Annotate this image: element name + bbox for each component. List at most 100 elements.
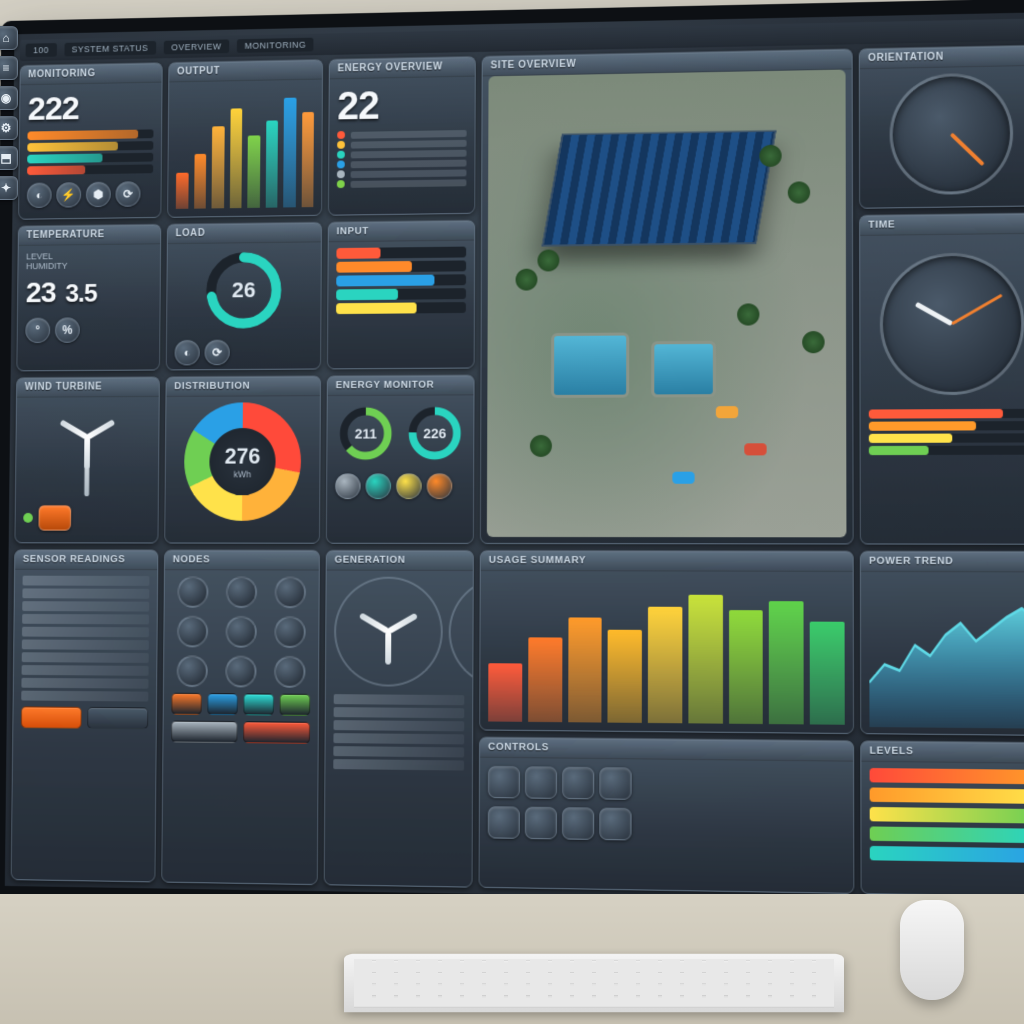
- e3-icon-button[interactable]: [427, 473, 453, 499]
- node-dial[interactable]: [274, 616, 306, 648]
- table-row[interactable]: [22, 639, 149, 650]
- table-row[interactable]: [22, 652, 149, 663]
- progress-bar: [336, 260, 466, 272]
- table-row[interactable]: [334, 707, 465, 718]
- panel-generation-turbines[interactable]: GENERATION: [324, 550, 474, 888]
- panel-nodes[interactable]: NODES: [161, 549, 320, 885]
- panel-wind-turbine[interactable]: WIND TURBINE: [14, 376, 159, 543]
- panel-levels[interactable]: LEVELS: [860, 740, 1024, 897]
- control-button[interactable]: [488, 806, 520, 839]
- table-row[interactable]: [333, 759, 464, 770]
- wind-button[interactable]: [38, 505, 71, 531]
- topbar-tab-overview[interactable]: OVERVIEW: [163, 39, 229, 54]
- kpi-icon-button[interactable]: ◐: [27, 182, 52, 208]
- panel-energy-monitor[interactable]: ENERGY MONITOR 211 226: [326, 374, 475, 543]
- list-item[interactable]: [351, 129, 467, 138]
- node-dial[interactable]: [226, 576, 257, 608]
- action-button[interactable]: [21, 706, 82, 728]
- panel-site-view[interactable]: SITE OVERVIEW: [480, 48, 854, 544]
- panel-main-kpi[interactable]: MONITORING 222 ◐⚡⬢⟳: [18, 62, 163, 220]
- topbar-tab-monitoring[interactable]: MONITORING: [237, 38, 314, 53]
- panel-input-bars[interactable]: INPUT: [327, 220, 475, 370]
- gauge-button[interactable]: ⟳: [204, 340, 229, 366]
- e3-icon-button[interactable]: [335, 473, 361, 499]
- panel-title: LEVELS: [861, 741, 1024, 763]
- palette-button[interactable]: [207, 693, 237, 715]
- turbine-dial[interactable]: [448, 577, 473, 688]
- control-button[interactable]: [525, 766, 557, 799]
- panel-sensor-readings[interactable]: SENSOR READINGS: [11, 549, 159, 882]
- control-button[interactable]: [599, 808, 631, 841]
- control-button[interactable]: [525, 807, 557, 840]
- node-dial[interactable]: [177, 576, 208, 608]
- e3-icon-button[interactable]: [365, 473, 391, 499]
- table-row[interactable]: [22, 627, 149, 638]
- panel-clock[interactable]: TIME: [859, 212, 1024, 544]
- node-dial[interactable]: [177, 655, 208, 687]
- table-row[interactable]: [333, 746, 464, 757]
- palette-button[interactable]: [280, 694, 311, 716]
- node-dial[interactable]: [275, 576, 307, 608]
- panel-compass[interactable]: ORIENTATION: [859, 45, 1024, 209]
- list-item[interactable]: [351, 159, 467, 168]
- clock-dial: [880, 252, 1024, 395]
- site-3d-view[interactable]: [487, 70, 847, 538]
- node-dial[interactable]: [177, 616, 208, 648]
- panel-title: OUTPUT: [169, 60, 322, 82]
- palette-button[interactable]: [243, 721, 310, 744]
- table-row[interactable]: [23, 576, 150, 586]
- turbine-dial[interactable]: [334, 577, 443, 687]
- temp-icon-button[interactable]: °: [25, 318, 50, 344]
- list-item[interactable]: [351, 169, 467, 178]
- table-row[interactable]: [333, 733, 464, 744]
- side-icon-button[interactable]: ≡: [0, 56, 18, 80]
- side-icon-button[interactable]: ◉: [0, 86, 18, 110]
- tree-icon: [759, 145, 781, 167]
- panel-power-trend[interactable]: POWER TREND: [860, 551, 1024, 736]
- table-row[interactable]: [22, 588, 149, 598]
- table-row[interactable]: [334, 720, 465, 731]
- panel-distribution-donut[interactable]: DISTRIBUTION 276 kWh: [164, 375, 321, 543]
- control-button[interactable]: [562, 807, 594, 840]
- panel-load-gauge[interactable]: LOAD 26 ◐ ⟳: [166, 222, 322, 371]
- bar: [176, 172, 188, 208]
- palette-button[interactable]: [171, 721, 237, 744]
- table-row[interactable]: [21, 678, 148, 689]
- temp-icon-button[interactable]: %: [55, 317, 80, 343]
- kpi-icon-button[interactable]: ⟳: [115, 181, 140, 207]
- panel-output-bars[interactable]: OUTPUT: [167, 59, 323, 218]
- table-row[interactable]: [22, 665, 149, 676]
- palette-button[interactable]: [243, 693, 273, 715]
- side-icon-button[interactable]: ⬒: [0, 146, 18, 170]
- list-item[interactable]: [351, 179, 467, 188]
- table-row[interactable]: [22, 614, 149, 624]
- node-dial[interactable]: [274, 656, 306, 688]
- panel-usage-barchart[interactable]: USAGE SUMMARY: [479, 550, 854, 734]
- tree-icon: [737, 303, 759, 325]
- side-icon-button[interactable]: ✦: [0, 176, 18, 200]
- panel-controls[interactable]: CONTROLS: [479, 737, 855, 894]
- control-button[interactable]: [562, 767, 594, 800]
- table-row[interactable]: [21, 691, 148, 702]
- panel-energy-overview[interactable]: ENERGY OVERVIEW 22: [328, 56, 476, 216]
- palette-button[interactable]: [171, 693, 201, 715]
- side-icon-button[interactable]: ⌂: [0, 26, 18, 50]
- control-button[interactable]: [599, 767, 631, 800]
- panel-temperature[interactable]: TEMPERATURE LEVEL HUMIDITY 23 3.5 ° %: [16, 224, 161, 372]
- side-icon-button[interactable]: ⚙: [0, 116, 18, 140]
- action-button[interactable]: [87, 707, 148, 729]
- control-button[interactable]: [488, 766, 520, 799]
- list-item[interactable]: [351, 139, 467, 148]
- table-row[interactable]: [22, 601, 149, 611]
- gauge-button[interactable]: ◐: [174, 340, 199, 366]
- bar: [729, 610, 763, 724]
- table-row[interactable]: [334, 694, 465, 705]
- node-dial[interactable]: [225, 616, 256, 648]
- node-dial[interactable]: [225, 656, 256, 688]
- list-item[interactable]: [351, 149, 467, 158]
- vehicle-icon: [716, 406, 738, 418]
- e3-icon-button[interactable]: [396, 473, 422, 499]
- kpi-icon-button[interactable]: ⚡: [56, 182, 81, 208]
- kpi-icon-button[interactable]: ⬢: [86, 182, 111, 208]
- e3-gauge-b: 226: [407, 405, 463, 461]
